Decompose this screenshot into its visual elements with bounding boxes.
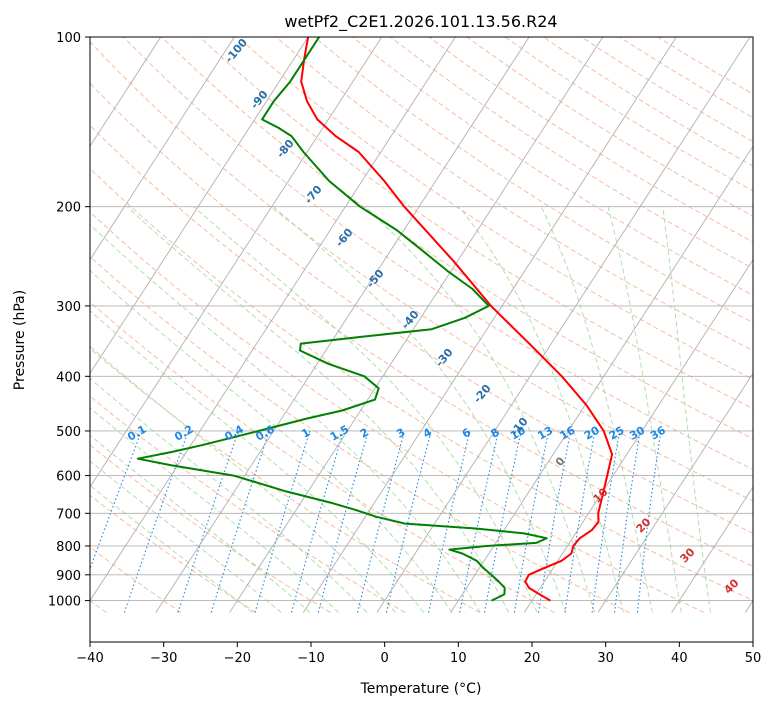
dry-adiabat-line <box>90 167 753 602</box>
x-tick-label: −10 <box>297 651 324 666</box>
sounding-profiles <box>136 37 614 602</box>
isotherm-line <box>90 37 456 602</box>
x-tick-label: 20 <box>524 651 541 666</box>
dry-adiabat-line <box>90 124 753 568</box>
moist-adiabat-line <box>90 223 481 613</box>
x-tick-label: 10 <box>450 651 467 666</box>
isotherm-line <box>302 37 677 613</box>
isotherm-line <box>90 37 383 488</box>
moist-adiabat-line <box>662 206 711 613</box>
isotherm-line <box>523 258 753 613</box>
dry-adiabat-line <box>161 37 753 440</box>
moist-adiabat-line <box>90 484 253 613</box>
dry-adiabat-line <box>90 494 257 613</box>
plot-frame <box>89 36 754 643</box>
moist-adiabat-line <box>90 377 368 613</box>
x-tick-label: −30 <box>150 651 177 666</box>
moist-adiabat-line <box>540 206 653 613</box>
x-axis-label: Temperature (°C) <box>360 681 482 697</box>
moist-adiabat-line <box>458 206 624 613</box>
background-lines <box>90 37 753 613</box>
y-tick-label: 300 <box>56 300 81 315</box>
dry-adiabat-line <box>90 444 331 613</box>
dry-adiabat-line <box>90 347 481 613</box>
x-tick-label: 0 <box>381 651 389 666</box>
dry-adiabat-line <box>90 41 753 502</box>
chart-title: wetPf2_C2E1.2026.101.13.56.R24 <box>284 12 557 32</box>
x-tick-label: 30 <box>597 651 614 666</box>
moist-adiabat-line <box>90 269 453 613</box>
y-tick-label: 400 <box>56 370 81 385</box>
y-tick-label: 600 <box>56 470 81 485</box>
isotherm-line <box>90 37 235 261</box>
dry-adiabat-line <box>90 211 705 613</box>
y-tick-label: 100 <box>56 31 81 46</box>
mixing-ratio-line <box>254 430 311 613</box>
isotherm-line <box>229 37 604 613</box>
y-tick-label: 1000 <box>48 595 81 610</box>
moist-adiabat-line <box>90 460 282 613</box>
mixing-ratio-line <box>428 430 471 613</box>
isotherm-line <box>450 145 753 613</box>
y-tick-label: 500 <box>56 425 81 440</box>
moist-adiabat-line <box>273 206 567 613</box>
x-tick-label: 40 <box>671 651 688 666</box>
isotherm-line <box>671 486 753 613</box>
axes: −40 −30 −20 −10 0 10 20 30 40 50 100 200 300 400 500 60… <box>48 31 761 666</box>
isotherm-line <box>90 37 309 375</box>
y-tick-label: 200 <box>56 201 81 216</box>
mixing-ratio-line <box>290 430 345 613</box>
mixing-ratio-line <box>357 430 406 613</box>
moist-adiabat-line <box>90 407 339 613</box>
isotherm-line <box>597 372 753 613</box>
dewpoint-profile <box>136 37 548 602</box>
moist-adiabat-line <box>90 310 425 613</box>
mixing-ratio-line <box>636 430 662 613</box>
y-tick-label: 700 <box>56 507 81 522</box>
moist-adiabat-line <box>90 434 311 613</box>
isotherm-line <box>90 37 162 148</box>
moist-adiabat-line <box>607 206 682 613</box>
dry-adiabat-line <box>352 37 753 296</box>
x-tick-label: 50 <box>745 651 762 666</box>
isotherm-line <box>376 37 751 613</box>
dry-adiabat-line <box>313 37 753 324</box>
x-tick-label: −40 <box>76 651 103 666</box>
dry-adiabat-line <box>199 37 753 410</box>
dry-adiabat-line <box>90 301 555 613</box>
y-tick-label: 800 <box>56 540 81 555</box>
y-tick-label: 900 <box>56 569 81 584</box>
y-axis-label: Pressure (hPa) <box>12 290 28 390</box>
dry-adiabat-line <box>123 37 753 471</box>
moist-adiabat-line <box>364 206 596 613</box>
x-tick-label: −20 <box>224 651 251 666</box>
moist-adiabat-line <box>126 206 510 613</box>
mixing-ratio-line <box>317 430 369 613</box>
temperature-profile <box>300 37 614 602</box>
moist-adiabat-line <box>90 345 396 613</box>
mixing-ratio-line <box>385 430 432 613</box>
isotherm-line <box>155 37 530 613</box>
